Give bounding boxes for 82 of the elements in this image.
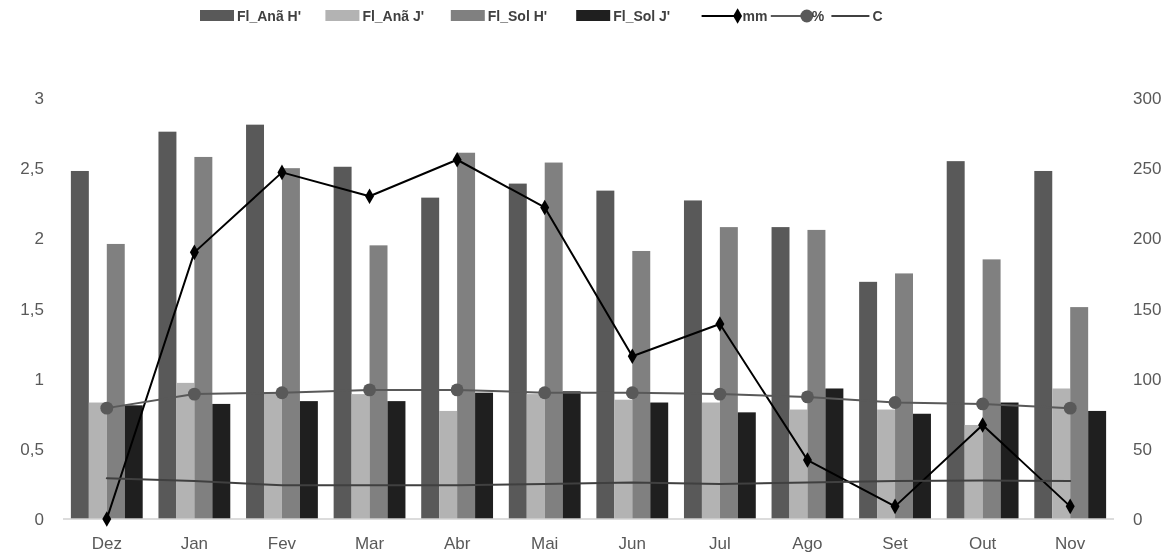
- legend-label: Fl_Sol J': [613, 8, 671, 24]
- bar: [737, 412, 756, 519]
- legend-label: C: [872, 8, 883, 24]
- bar: [194, 156, 213, 519]
- point: [275, 386, 289, 400]
- bar: [895, 273, 913, 519]
- bar: [264, 392, 282, 519]
- y-tick-label: 2: [34, 229, 44, 249]
- legend-label: mm: [742, 8, 768, 24]
- y2-tick-label: 300: [1133, 89, 1162, 108]
- y2-tick-label: 100: [1133, 369, 1162, 389]
- x-tick-label: Nov: [1055, 534, 1086, 553]
- bar: [88, 402, 107, 519]
- point: [888, 396, 902, 409]
- legend-label: Fl_Anã J': [362, 8, 425, 24]
- bar: [439, 410, 458, 519]
- y-tick-label: 0: [34, 510, 44, 529]
- bar: [526, 394, 545, 519]
- point: [625, 386, 639, 400]
- bar: [701, 402, 720, 519]
- bar: [650, 402, 669, 519]
- y2-tick-label: 0: [1133, 510, 1143, 529]
- bar: [1070, 307, 1089, 519]
- point: [801, 390, 814, 404]
- x-tick-label: Jun: [618, 534, 646, 553]
- bar: [281, 168, 300, 519]
- y-tick-label: 1: [34, 369, 44, 389]
- bar: [807, 229, 826, 519]
- x-tick-label: Mar: [354, 534, 385, 553]
- point: [1063, 401, 1077, 415]
- point: [450, 383, 464, 397]
- x-tick-label: Jul: [709, 534, 731, 553]
- bar: [387, 401, 406, 519]
- bar: [614, 399, 633, 519]
- y-tick-label: 0,5: [20, 439, 44, 459]
- bar: [299, 401, 318, 519]
- bar: [913, 413, 931, 519]
- x-tick-label: Out: [968, 534, 997, 553]
- point: [713, 387, 727, 401]
- y2-tick-label: 250: [1133, 159, 1162, 179]
- y2-tick-label: 200: [1133, 229, 1162, 249]
- y-tick-label: 2,5: [20, 159, 44, 179]
- bar: [825, 388, 844, 519]
- legend-label: Fl_Sol H': [487, 8, 548, 24]
- bar: [719, 227, 738, 519]
- x-tick-label: Abr: [443, 534, 471, 553]
- y-tick-label: 3: [34, 89, 44, 108]
- bar: [124, 405, 143, 519]
- bar: [475, 392, 494, 519]
- x-tick-label: Dez: [91, 534, 122, 553]
- bar: [1000, 402, 1019, 519]
- x-tick-label: Fev: [267, 534, 297, 553]
- x-tick-label: Ago: [792, 534, 823, 553]
- point: [538, 386, 552, 400]
- bar: [457, 152, 476, 519]
- x-tick-label: Mai: [531, 534, 559, 553]
- bar: [562, 391, 581, 519]
- legend-label: %: [811, 8, 825, 24]
- line-series: [105, 477, 1072, 487]
- bar: [176, 382, 195, 519]
- bar: [351, 394, 370, 519]
- y2-tick-label: 50: [1133, 439, 1152, 459]
- x-tick-label: Set: [882, 534, 909, 553]
- point: [363, 383, 376, 397]
- legend-label: Fl_Anã H': [237, 8, 302, 24]
- bar: [70, 170, 89, 519]
- bar: [212, 403, 231, 519]
- y2-tick-label: 150: [1133, 299, 1162, 319]
- bar: [369, 245, 388, 519]
- y-tick-label: 1,5: [20, 299, 44, 319]
- bar: [632, 250, 651, 519]
- bar: [544, 162, 563, 519]
- bar: [964, 424, 983, 519]
- bar: [106, 243, 125, 519]
- bar: [982, 259, 1001, 519]
- bar: [1052, 388, 1071, 519]
- point: [100, 401, 114, 415]
- bar: [877, 409, 896, 519]
- bar: [1088, 410, 1107, 519]
- x-tick-label: Jan: [180, 534, 209, 553]
- point: [976, 397, 990, 411]
- point: [187, 387, 201, 401]
